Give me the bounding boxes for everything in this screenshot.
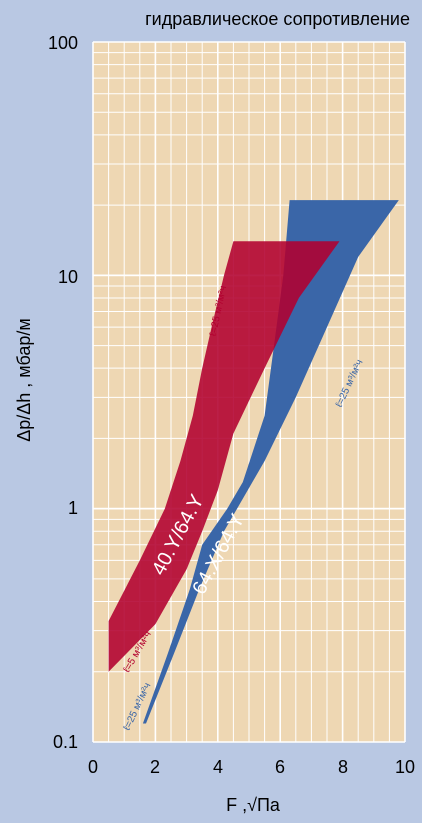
x-axis-title: F ,√Па (226, 795, 281, 815)
band-40y-64y (108, 241, 340, 672)
bands-layer (108, 200, 399, 724)
x-tick-label-0: 0 (88, 757, 98, 777)
x-tick-label-4: 4 (213, 757, 223, 777)
y-tick-label-100: 100 (48, 33, 78, 53)
chart-title: гидравлическое сопротивление (145, 9, 410, 29)
y-axis-title: Δp/Δh , мбар/м (14, 318, 34, 442)
x-tick-label-8: 8 (338, 757, 348, 777)
y-tick-label-1: 1 (68, 498, 78, 518)
x-tick-label-2: 2 (150, 757, 160, 777)
y-tick-label-10: 10 (58, 267, 78, 287)
x-tick-label-6: 6 (275, 757, 285, 777)
x-tick-label-10: 10 (395, 757, 415, 777)
y-tick-label-0.1: 0.1 (53, 732, 78, 752)
